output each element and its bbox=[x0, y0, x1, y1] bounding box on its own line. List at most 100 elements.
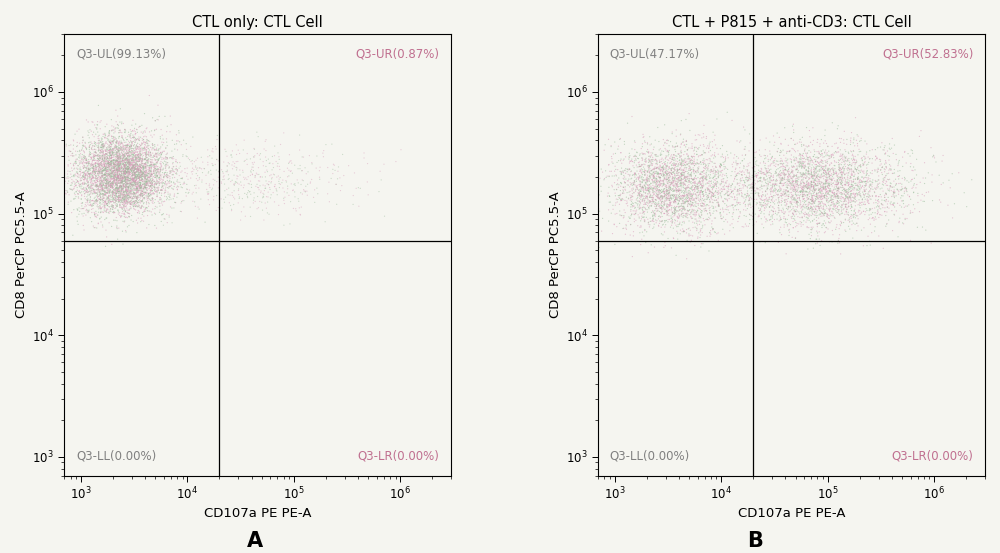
Point bbox=[84, 200, 100, 208]
Point bbox=[684, 144, 700, 153]
Point bbox=[923, 239, 939, 248]
Point bbox=[804, 173, 820, 181]
Point bbox=[924, 170, 940, 179]
Point bbox=[133, 155, 149, 164]
Point bbox=[92, 152, 108, 161]
Point bbox=[649, 160, 665, 169]
Point bbox=[114, 200, 130, 209]
Point bbox=[641, 177, 657, 186]
Point bbox=[123, 154, 139, 163]
Point bbox=[664, 205, 680, 213]
Point bbox=[757, 175, 773, 184]
Point bbox=[669, 179, 685, 187]
Point bbox=[117, 173, 133, 181]
Point bbox=[113, 186, 129, 195]
Point bbox=[633, 193, 649, 202]
Point bbox=[125, 178, 141, 187]
Point bbox=[754, 178, 770, 186]
Point bbox=[95, 130, 111, 139]
Point bbox=[677, 190, 693, 199]
Point bbox=[677, 199, 693, 207]
Point bbox=[144, 167, 160, 176]
Point bbox=[87, 198, 103, 207]
Point bbox=[678, 191, 694, 200]
Point bbox=[636, 181, 652, 190]
Point bbox=[725, 204, 741, 212]
Point bbox=[673, 170, 689, 179]
Point bbox=[86, 189, 102, 197]
Point bbox=[690, 182, 706, 191]
Point bbox=[100, 161, 116, 170]
Point bbox=[126, 171, 142, 180]
Point bbox=[133, 163, 149, 171]
Point bbox=[105, 178, 121, 187]
Point bbox=[85, 145, 101, 154]
Point bbox=[645, 188, 661, 197]
Point bbox=[813, 189, 829, 197]
Point bbox=[678, 197, 694, 206]
Point bbox=[818, 196, 834, 205]
Point bbox=[633, 216, 649, 225]
Point bbox=[785, 163, 801, 171]
Point bbox=[85, 196, 101, 205]
Point bbox=[844, 180, 860, 189]
Point bbox=[716, 207, 732, 216]
Point bbox=[616, 224, 632, 233]
Point bbox=[676, 171, 692, 180]
Point bbox=[641, 163, 657, 171]
Point bbox=[850, 173, 866, 181]
Point bbox=[795, 186, 811, 195]
Point bbox=[83, 153, 99, 161]
Point bbox=[671, 220, 687, 228]
Point bbox=[113, 184, 129, 193]
Point bbox=[831, 160, 847, 169]
Point bbox=[130, 153, 146, 162]
Point bbox=[97, 187, 113, 196]
Point bbox=[53, 192, 69, 201]
Point bbox=[837, 154, 853, 163]
Point bbox=[808, 173, 824, 181]
Point bbox=[131, 170, 147, 179]
Point bbox=[671, 192, 687, 201]
Point bbox=[883, 200, 899, 209]
Point bbox=[642, 171, 658, 180]
Point bbox=[903, 195, 919, 204]
Point bbox=[647, 183, 663, 192]
Point bbox=[94, 196, 110, 205]
Point bbox=[789, 174, 805, 182]
Point bbox=[681, 180, 697, 189]
Point bbox=[642, 153, 658, 161]
Point bbox=[131, 165, 147, 174]
Point bbox=[96, 166, 112, 175]
Point bbox=[88, 172, 104, 181]
Point bbox=[126, 165, 142, 174]
Point bbox=[698, 175, 714, 184]
Point bbox=[698, 175, 714, 184]
Point bbox=[676, 227, 692, 236]
Point bbox=[135, 151, 151, 160]
Point bbox=[141, 154, 157, 163]
Point bbox=[630, 185, 646, 194]
Point bbox=[840, 155, 856, 164]
Point bbox=[138, 177, 154, 186]
Point bbox=[96, 156, 112, 165]
Point bbox=[122, 174, 138, 183]
Point bbox=[626, 217, 642, 226]
Point bbox=[128, 194, 144, 203]
Point bbox=[643, 179, 659, 187]
Point bbox=[809, 239, 825, 248]
Point bbox=[744, 183, 760, 192]
Point bbox=[647, 164, 663, 173]
Point bbox=[694, 168, 710, 176]
Point bbox=[113, 128, 129, 137]
Point bbox=[793, 138, 809, 147]
Point bbox=[115, 176, 131, 185]
Point bbox=[840, 194, 856, 202]
Point bbox=[621, 175, 637, 184]
Point bbox=[710, 197, 726, 206]
Point bbox=[800, 214, 816, 223]
Point bbox=[718, 154, 734, 163]
Point bbox=[763, 171, 779, 180]
Point bbox=[672, 131, 688, 139]
Point bbox=[679, 140, 695, 149]
